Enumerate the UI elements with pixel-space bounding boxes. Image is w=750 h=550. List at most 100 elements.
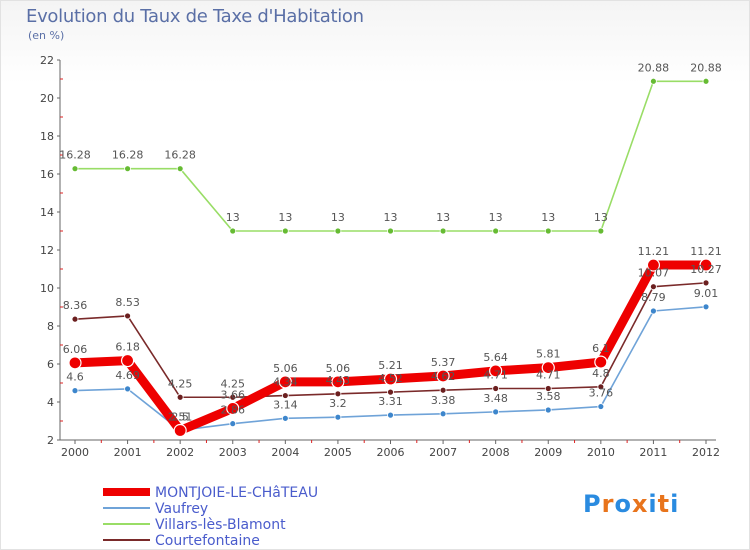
legend-label-2: Villars-lès-Blamont [155, 517, 286, 533]
y-tick-label: 16 [40, 168, 54, 181]
data-point-3 [124, 312, 131, 320]
data-label-2: 16.28 [164, 149, 196, 162]
data-label-0: 3.66 [221, 388, 246, 401]
data-point-2 [124, 165, 131, 173]
data-point-0 [541, 361, 555, 375]
data-point-1 [387, 411, 394, 419]
legend-label-0: MONTJOIE-LE-CHâTEAU [155, 485, 318, 501]
data-label-0: 5.37 [431, 356, 456, 369]
data-point-1 [544, 406, 552, 414]
data-label-2: 16.28 [59, 149, 91, 162]
x-tick-label: 2004 [271, 446, 299, 459]
data-label-2: 13 [541, 211, 555, 224]
data-point-2 [71, 165, 79, 173]
data-label-0: 5.06 [273, 362, 298, 375]
legend-label-3: Courtefontaine [155, 533, 260, 549]
data-label-3: 4.34 [273, 376, 298, 389]
y-tick-label: 18 [40, 130, 54, 143]
data-label-3: 4.52 [378, 372, 403, 385]
chart-title: Evolution du Taux de Taxe d'Habitation [26, 6, 364, 27]
data-point-3 [229, 393, 237, 401]
data-point-3 [71, 315, 79, 323]
data-point-3 [334, 390, 342, 398]
data-point-0 [436, 369, 450, 383]
data-label-2: 13 [384, 211, 398, 224]
x-tick-label: 2012 [692, 446, 720, 459]
data-label-1: 3.58 [536, 390, 561, 403]
y-tick-label: 2 [47, 434, 54, 447]
data-point-0 [278, 375, 292, 389]
data-label-0: 5.06 [326, 362, 351, 375]
x-tick-label: 2008 [482, 446, 510, 459]
y-tick-label: 22 [40, 54, 54, 67]
data-point-0 [489, 364, 503, 378]
data-label-3: 8.53 [115, 296, 140, 309]
data-label-3: 4.43 [326, 374, 351, 387]
data-point-2 [229, 227, 237, 235]
data-point-0 [646, 258, 661, 272]
x-tick-label: 2010 [587, 446, 615, 459]
data-label-0: 6.18 [115, 341, 140, 354]
logo-letter: i [670, 490, 680, 518]
data-point-2 [334, 227, 342, 235]
data-point-1 [281, 414, 289, 422]
data-point-3 [176, 393, 184, 401]
data-label-2: 16.28 [112, 149, 144, 162]
data-label-1: 3.76 [589, 387, 614, 400]
data-point-3 [281, 392, 289, 399]
data-label-0: 11.21 [638, 245, 670, 258]
data-label-3: 4.71 [536, 369, 561, 382]
data-point-2 [281, 227, 289, 235]
data-point-2 [176, 165, 184, 173]
data-point-1 [702, 303, 710, 311]
data-label-1: 3.48 [483, 392, 508, 405]
data-point-1 [71, 387, 79, 395]
data-label-3: 4.62 [431, 370, 456, 383]
data-point-0 [594, 355, 608, 369]
x-tick-label: 2001 [114, 446, 142, 459]
logo-letter: t [657, 490, 671, 518]
data-label-0: 2.5 [171, 411, 189, 424]
data-label-0: 5.21 [378, 359, 403, 372]
data-label-3: 4.8 [592, 367, 610, 380]
x-tick-label: 2007 [429, 446, 457, 459]
y-tick-label: 8 [47, 320, 54, 333]
data-label-3: 4.25 [221, 377, 246, 390]
data-point-3 [492, 385, 500, 392]
data-point-0 [68, 356, 82, 370]
data-point-3 [597, 383, 605, 391]
data-label-1: 3.2 [329, 397, 347, 410]
logo-letter: o [614, 490, 632, 518]
data-point-2 [439, 227, 447, 235]
data-label-2: 13 [436, 211, 450, 224]
data-label-1: 4.69 [115, 369, 140, 382]
y-tick-label: 12 [40, 244, 54, 257]
data-label-2: 13 [489, 211, 503, 224]
data-point-1 [597, 403, 605, 410]
data-label-0: 5.81 [536, 348, 561, 361]
data-label-0: 11.21 [690, 245, 722, 258]
data-label-2: 20.88 [638, 61, 670, 74]
data-label-3: 4.71 [483, 369, 508, 382]
data-label-0: 5.64 [483, 351, 508, 364]
data-point-0 [331, 375, 345, 389]
data-point-2 [492, 227, 500, 235]
series-layer [68, 77, 713, 438]
data-label-1: 4.6 [66, 371, 84, 384]
data-point-3 [544, 385, 552, 392]
axes: 2 4 6 8 10 12 14 16 18 20 22 2000 2001 2002 2003 2004 20… [40, 54, 720, 459]
data-point-0 [173, 423, 187, 438]
x-tick-label: 2009 [534, 446, 562, 459]
data-label-1: 2.86 [221, 404, 246, 417]
data-point-0 [383, 372, 398, 386]
y-tick-label: 4 [47, 396, 54, 409]
y-tick-label: 14 [40, 206, 54, 219]
data-point-1 [492, 408, 500, 416]
logo-letter: i [648, 490, 658, 518]
data-point-1 [229, 420, 237, 428]
proxiti-logo: Proxiti [583, 490, 679, 518]
data-point-0 [226, 401, 240, 416]
data-label-3: 10.07 [638, 267, 670, 280]
x-tick-label: 2003 [219, 446, 247, 459]
data-point-2 [650, 77, 657, 85]
